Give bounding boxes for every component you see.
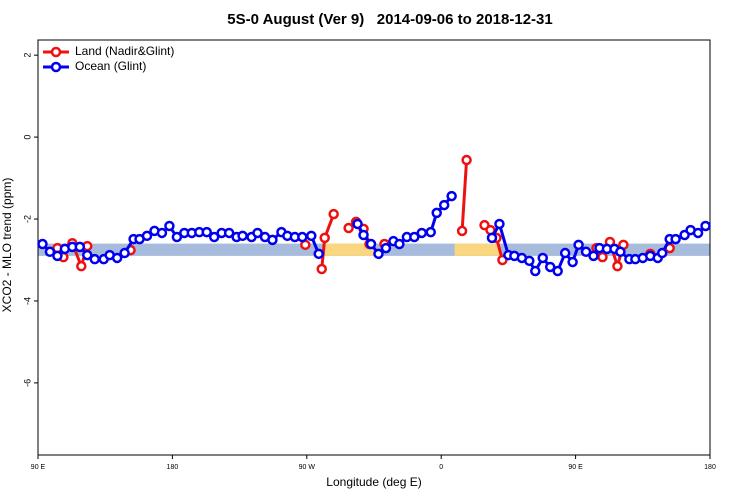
data-point xyxy=(201,226,212,238)
data-point xyxy=(164,220,175,232)
data-point xyxy=(537,252,548,264)
legend-label: Ocean (Glint) xyxy=(75,59,146,73)
data-point xyxy=(494,218,505,230)
data-point xyxy=(352,218,363,230)
data-point xyxy=(267,234,278,246)
legend-marker xyxy=(50,61,62,73)
data-point xyxy=(456,225,468,237)
data-point xyxy=(74,241,86,253)
legend-marker xyxy=(50,46,62,58)
highlight-range xyxy=(324,243,374,256)
data-point xyxy=(365,238,377,250)
data-point xyxy=(573,239,584,251)
y-tick-label: -4 xyxy=(22,297,32,305)
x-tick-label: 90 W xyxy=(299,464,316,471)
data-point xyxy=(252,227,263,239)
data-point xyxy=(394,238,405,250)
plot-frame xyxy=(37,39,711,456)
data-point xyxy=(44,246,56,258)
data-point xyxy=(380,242,392,254)
data-point xyxy=(461,154,472,166)
data-point xyxy=(552,265,563,277)
data-point xyxy=(76,260,87,272)
legend-label: Land (Nadir&Glint) xyxy=(75,44,174,58)
data-point xyxy=(373,248,384,260)
data-point xyxy=(119,247,130,259)
data-point xyxy=(700,220,711,232)
data-point xyxy=(656,247,668,259)
data-point xyxy=(313,248,324,260)
data-point xyxy=(438,199,450,211)
data-point xyxy=(544,261,556,273)
data-point xyxy=(171,231,183,243)
data-point xyxy=(425,226,436,238)
x-tick-label: 0 xyxy=(439,464,443,471)
data-point xyxy=(597,251,608,263)
data-point xyxy=(416,227,428,239)
x-tick-label: 90 E xyxy=(568,464,583,471)
data-point xyxy=(670,233,681,245)
y-axis-label: XCO2 - MLO trend (ppm) xyxy=(0,178,14,313)
chart-title: 5S-0 August (Ver 9) 2014-09-06 to 2018-1… xyxy=(227,11,552,28)
x-tick-label: 180 xyxy=(167,464,179,471)
data-point xyxy=(316,263,327,275)
data-point xyxy=(567,256,578,268)
data-point xyxy=(37,238,48,250)
data-point xyxy=(156,227,168,239)
data-point xyxy=(612,260,623,272)
data-point xyxy=(692,227,704,239)
y-tick-label: -6 xyxy=(22,379,32,387)
data-point xyxy=(580,246,592,258)
data-point xyxy=(111,252,123,264)
data-point xyxy=(237,230,248,242)
data-point xyxy=(588,250,599,262)
y-tick-label: -2 xyxy=(22,215,32,223)
data-point xyxy=(615,246,626,258)
data-point xyxy=(319,232,330,244)
data-point xyxy=(358,229,369,241)
data-point xyxy=(486,232,498,244)
data-point xyxy=(89,253,100,265)
data-point xyxy=(328,208,339,220)
data-point xyxy=(223,227,235,239)
x-tick-label: 180 xyxy=(704,464,716,471)
data-point xyxy=(343,222,354,234)
highlight-range xyxy=(454,243,500,256)
data-point xyxy=(446,190,457,202)
data-point xyxy=(306,230,317,242)
data-point xyxy=(409,231,420,243)
data-point xyxy=(208,231,220,243)
data-point xyxy=(141,230,153,242)
data-point xyxy=(524,255,535,267)
data-point xyxy=(530,265,541,277)
data-point xyxy=(559,247,571,259)
data-point xyxy=(297,231,308,243)
data-point xyxy=(431,207,442,219)
x-axis-label: Longitude (deg E) xyxy=(326,475,421,489)
data-point xyxy=(52,250,63,262)
x-tick-label: 90 E xyxy=(31,464,46,471)
y-tick-label: 2 xyxy=(22,53,32,58)
y-tick-label: 0 xyxy=(22,135,32,140)
data-point xyxy=(82,249,93,261)
